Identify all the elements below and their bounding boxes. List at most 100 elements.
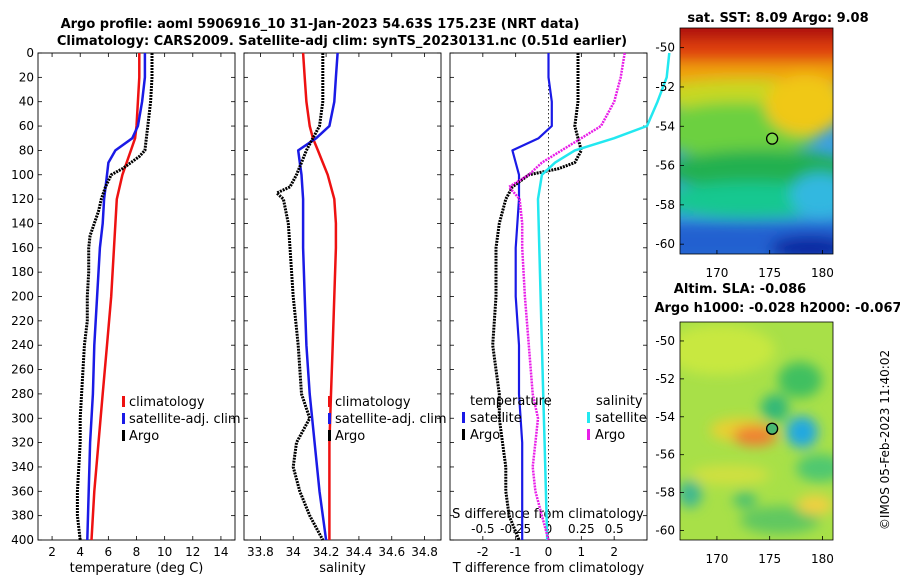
- legend-swatch: [587, 429, 590, 440]
- legend-swatch: [122, 396, 125, 407]
- x-axis-label: salinity: [319, 561, 366, 576]
- legend-label: Argo: [470, 428, 500, 443]
- salinity-diff-axis-label: S difference from climatology: [452, 507, 644, 522]
- sla-field: [680, 322, 833, 540]
- x-axis-label: temperature (deg C): [70, 561, 204, 576]
- temperature-panel: 0 20 40 60 80 100 120 140 160 180 200 220 240 260 280 3…: [11, 46, 241, 576]
- y-tick-label: 300: [11, 411, 34, 425]
- salinity-diff-tick-label: -0.5: [471, 522, 494, 536]
- legend-title-temperature: temperature: [470, 394, 552, 409]
- x-tick-label: 170: [705, 552, 728, 566]
- sla-map-title-line1: Altim. SLA: -0.086: [674, 282, 806, 297]
- x-tick-label: 180: [811, 552, 834, 566]
- legend-label: satellite-adj. clim: [129, 412, 241, 427]
- y-tick-label: -52: [655, 372, 675, 386]
- x-tick-label: -2: [477, 545, 489, 559]
- x-tick-label: 1: [578, 545, 586, 559]
- sla-map-title-line2: Argo h1000: -0.028 h2000: -0.067: [654, 301, 900, 316]
- legend-swatch: [328, 413, 331, 424]
- x-tick-label: 33.8: [247, 545, 274, 559]
- series-t-argo: [491, 53, 583, 541]
- y-tick-label: -60: [655, 524, 675, 538]
- x-tick-label: 34.4: [346, 545, 373, 559]
- series-satellite-adj-clim: [86, 53, 147, 541]
- series-s-argo: [507, 52, 626, 541]
- y-tick-label: -60: [655, 237, 675, 251]
- x-tick-label: 2: [48, 545, 56, 559]
- x-tick-label: 8: [133, 545, 141, 559]
- y-tick-label: 120: [11, 192, 34, 206]
- x-axis-label: T difference from climatology: [452, 561, 645, 576]
- x-tick-label: 10: [157, 545, 172, 559]
- series-satellite-adj-clim: [296, 52, 339, 541]
- y-tick-label: 200: [11, 290, 34, 304]
- y-tick-label: 180: [11, 265, 34, 279]
- y-tick-label: 100: [11, 168, 34, 182]
- salinity-panel: 33.8 34 34.2 34.4 34.6 34.8 salinity climatolog…: [243, 52, 447, 576]
- legend-label: satellite: [470, 411, 522, 426]
- sst-map-title: sat. SST: 8.09 Argo: 9.08: [687, 11, 868, 26]
- legend-label: satellite-adj. clim: [335, 412, 447, 427]
- y-tick-label: 220: [11, 314, 34, 328]
- x-tick-label: 34.2: [313, 545, 340, 559]
- series-s-satellite: [536, 52, 671, 541]
- x-tick-label: 34: [286, 545, 301, 559]
- legend-label: satellite: [595, 411, 647, 426]
- x-tick-label: -1: [510, 545, 522, 559]
- y-tick-label: -50: [655, 41, 675, 55]
- y-tick-label: 0: [26, 46, 34, 60]
- y-tick-label: 260: [11, 363, 34, 377]
- y-tick-label: -54: [655, 410, 675, 424]
- y-tick-label: 160: [11, 241, 34, 255]
- legend-label: Argo: [335, 429, 365, 444]
- difference-panel: -2 -1 0 1 2 T difference from climatology S di…: [449, 52, 671, 576]
- salinity-diff-tick-label: 0.25: [568, 522, 595, 536]
- y-tick-label: 140: [11, 216, 34, 230]
- series-climatology: [90, 53, 141, 541]
- sla-map-axes: 170 175 180 -50 -52 -54 -56 -58 -60: [655, 334, 834, 566]
- figure-title-line2: Climatology: CARS2009. Satellite-adj cli…: [57, 34, 627, 49]
- y-tick-label: 380: [11, 509, 34, 523]
- salinity-diff-tick-label: 0.5: [605, 522, 624, 536]
- legend-label: climatology: [129, 395, 205, 410]
- y-tick-label: 340: [11, 460, 34, 474]
- salinity-diff-tick-label: -0.25: [500, 522, 531, 536]
- legend-label: Argo: [129, 429, 159, 444]
- x-tick-label: 170: [705, 266, 728, 280]
- argo-float-marker: [765, 132, 779, 145]
- legend-swatch: [122, 413, 125, 424]
- x-tick-label: 0: [545, 545, 553, 559]
- x-tick-label: 6: [105, 545, 113, 559]
- y-tick-label: -56: [655, 448, 675, 462]
- legend-label: Argo: [595, 428, 625, 443]
- x-tick-label: 12: [185, 545, 200, 559]
- figure-title-line1: Argo profile: aoml 5906916_10 31-Jan-202…: [61, 17, 580, 32]
- x-tick-label: 175: [758, 552, 781, 566]
- y-tick-label: -50: [655, 334, 675, 348]
- y-tick-label: -58: [655, 486, 675, 500]
- legend-swatch: [328, 430, 331, 441]
- sla-map: 170 175 180 -50 -52 -54 -56 -58 -60: [655, 321, 834, 566]
- imos-watermark: ©IMOS 05-Feb-2023 11:40:02: [878, 350, 892, 530]
- y-tick-label: 360: [11, 484, 34, 498]
- sst-field: [680, 28, 833, 254]
- x-tick-label: 175: [758, 266, 781, 280]
- y-tick-label: 280: [11, 387, 34, 401]
- x-tick-label: 34.6: [378, 545, 405, 559]
- plot-frame: [243, 52, 442, 541]
- salinity-diff-tick-label: 0: [545, 522, 553, 536]
- x-tick-label: 4: [76, 545, 84, 559]
- legend-swatch: [122, 430, 125, 441]
- legend-swatch: [328, 396, 331, 407]
- y-tick-label: 320: [11, 436, 34, 450]
- legend-label: climatology: [335, 395, 411, 410]
- y-tick-label: 80: [19, 143, 34, 157]
- legend-swatch: [587, 412, 590, 423]
- y-tick-label: -54: [655, 119, 675, 133]
- series-argo: [75, 53, 154, 541]
- x-tick-label: 14: [213, 545, 228, 559]
- legend-swatch: [462, 412, 465, 423]
- sst-map: 170 175 180 -50 -52 -54 -56 -58 -60: [655, 27, 834, 280]
- series-t-satellite: [511, 53, 553, 540]
